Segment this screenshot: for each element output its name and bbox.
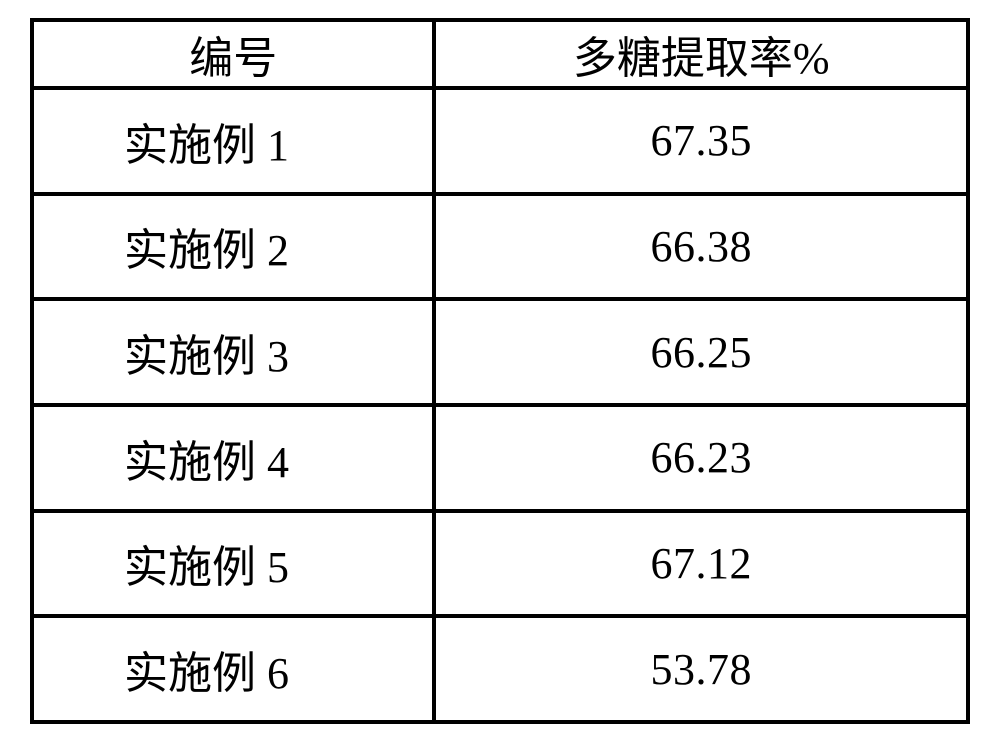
label-prefix: 实施例 bbox=[124, 649, 267, 698]
table-row: 实施例 5 67.12 bbox=[32, 511, 968, 617]
table-row: 实施例 6 53.78 bbox=[32, 616, 968, 722]
row-value: 67.35 bbox=[434, 88, 968, 194]
row-label: 实施例 1 bbox=[32, 88, 434, 194]
value-text: 67.35 bbox=[650, 116, 752, 165]
row-label: 实施例 4 bbox=[32, 405, 434, 511]
value-text: 66.25 bbox=[650, 328, 752, 377]
value-text: 66.38 bbox=[650, 222, 752, 271]
label-prefix: 实施例 bbox=[124, 121, 267, 170]
row-value: 53.78 bbox=[434, 616, 968, 722]
column-header-value: 多糖提取率% bbox=[434, 20, 968, 88]
table-row: 实施例 3 66.25 bbox=[32, 299, 968, 405]
row-value: 66.25 bbox=[434, 299, 968, 405]
table-body: 实施例 1 67.35 实施例 2 66.38 实施例 3 66 bbox=[32, 88, 968, 722]
value-text: 66.23 bbox=[650, 433, 752, 482]
table-header-row: 编号 多糖提取率% bbox=[32, 20, 968, 88]
value-text: 53.78 bbox=[650, 645, 752, 694]
row-label: 实施例 3 bbox=[32, 299, 434, 405]
row-label: 实施例 2 bbox=[32, 194, 434, 300]
label-prefix: 实施例 bbox=[124, 543, 267, 592]
row-value: 66.23 bbox=[434, 405, 968, 511]
table-row: 实施例 4 66.23 bbox=[32, 405, 968, 511]
label-prefix: 实施例 bbox=[124, 226, 267, 275]
row-value: 66.38 bbox=[434, 194, 968, 300]
table-row: 实施例 1 67.35 bbox=[32, 88, 968, 194]
value-text: 67.12 bbox=[650, 539, 752, 588]
row-label: 实施例 6 bbox=[32, 616, 434, 722]
label-num: 1 bbox=[267, 121, 290, 170]
table-container: 编号 多糖提取率% 实施例 1 67.35 实施例 2 66.38 bbox=[0, 0, 1000, 754]
table-row: 实施例 2 66.38 bbox=[32, 194, 968, 300]
label-num: 6 bbox=[267, 649, 290, 698]
label-prefix: 实施例 bbox=[124, 332, 267, 381]
label-prefix: 实施例 bbox=[124, 438, 267, 487]
column-header-id: 编号 bbox=[32, 20, 434, 88]
data-table: 编号 多糖提取率% 实施例 1 67.35 实施例 2 66.38 bbox=[30, 18, 970, 724]
label-num: 5 bbox=[267, 543, 290, 592]
label-num: 3 bbox=[267, 332, 290, 381]
label-num: 2 bbox=[267, 226, 290, 275]
row-value: 67.12 bbox=[434, 511, 968, 617]
row-label: 实施例 5 bbox=[32, 511, 434, 617]
label-num: 4 bbox=[267, 438, 290, 487]
